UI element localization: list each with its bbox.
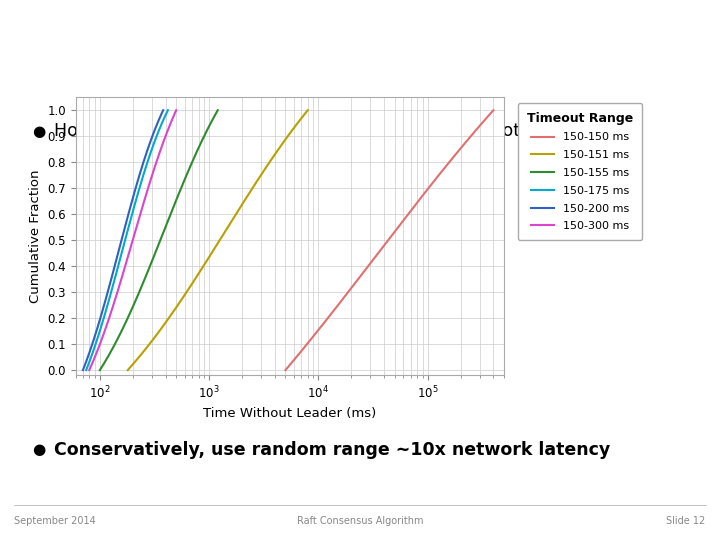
X-axis label: Time Without Leader (ms): Time Without Leader (ms) — [203, 407, 377, 420]
Text: ●: ● — [32, 124, 45, 139]
Text: Randomized Timeouts: Randomized Timeouts — [169, 18, 551, 49]
Text: September 2014: September 2014 — [14, 516, 96, 525]
Text: Conservatively, use random range ~10x network latency: Conservatively, use random range ~10x ne… — [54, 441, 611, 459]
Text: ●: ● — [32, 442, 45, 457]
Y-axis label: Cumulative Fraction: Cumulative Fraction — [29, 170, 42, 303]
Text: How much randomization is needed to avoid split votes?: How much randomization is needed to avoi… — [54, 123, 549, 140]
Text: Raft Consensus Algorithm: Raft Consensus Algorithm — [297, 516, 423, 525]
Legend: 150-150 ms, 150-151 ms, 150-155 ms, 150-175 ms, 150-200 ms, 150-300 ms: 150-150 ms, 150-151 ms, 150-155 ms, 150-… — [518, 103, 642, 240]
Text: Slide 12: Slide 12 — [666, 516, 706, 525]
